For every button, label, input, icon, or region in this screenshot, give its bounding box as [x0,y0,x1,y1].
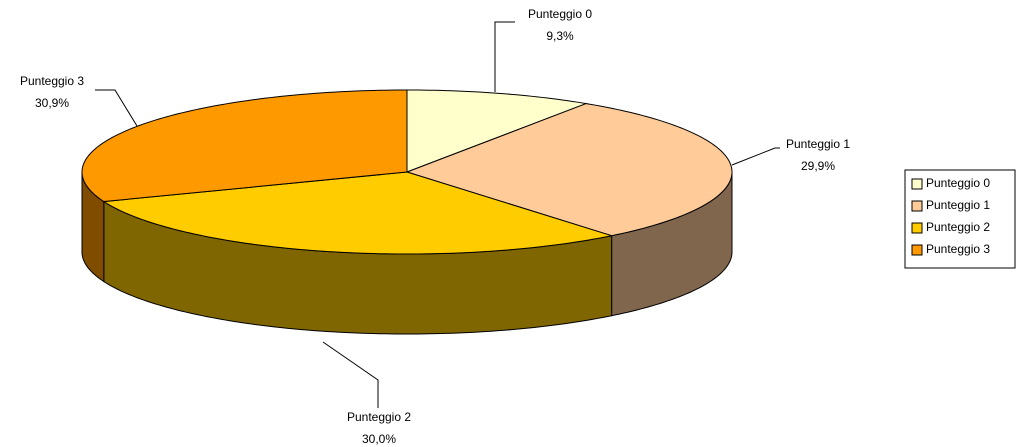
legend-label: Punteggio 2 [926,220,990,234]
legend-swatch [911,200,923,212]
value-label: 30,0% [362,432,396,446]
leader-line [494,21,515,92]
leader-line [731,147,780,166]
leader-line [322,341,379,408]
category-label: Punteggio 1 [786,137,850,151]
legend-swatch [911,222,923,234]
legend-swatch [911,244,923,256]
pie-tops [81,89,733,255]
pie-slice [406,89,589,173]
pie-slice [405,103,733,237]
category-label: Punteggio 2 [347,410,411,424]
category-label: Punteggio 0 [528,7,592,21]
value-label: 9,3% [546,29,574,43]
value-label: 30,9% [35,96,69,110]
pie-sides [81,171,733,335]
legend-label: Punteggio 1 [926,198,990,212]
category-label: Punteggio 3 [20,74,84,88]
leader-line [95,89,138,127]
pie-slice [81,89,408,203]
legend-label: Punteggio 0 [926,176,990,190]
legend-box [904,169,1016,269]
data-labels: Punteggio 0 9,3% Punteggio 1 29,9% Punteggio… [20,7,850,446]
pie-slice [102,171,612,255]
legend-label: Punteggio 3 [926,242,990,256]
legend-swatch [911,178,923,190]
legend: Punteggio 0 Punteggio 1 Punteggio 2 Puntegg… [911,176,990,256]
value-label: 29,9% [801,159,835,173]
